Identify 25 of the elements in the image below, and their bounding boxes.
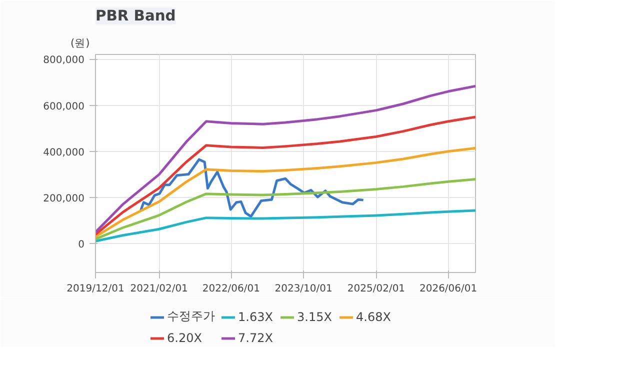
x-tick-label: 2019/12/01	[66, 284, 124, 294]
y-axis-title: (원)	[70, 36, 90, 50]
line-series	[96, 116, 476, 236]
line-series	[96, 146, 476, 238]
x-tick-label: 2026/06/01	[419, 284, 478, 294]
legend-label: 수정주가	[167, 308, 215, 325]
line-series	[96, 84, 476, 234]
y-tick-label: 800,000	[43, 55, 85, 66]
y-tick-label: 400,000	[43, 147, 85, 158]
legend-label: 1.63X	[238, 310, 274, 324]
line-series	[96, 209, 476, 242]
line-series	[140, 158, 365, 218]
legend-label: 7.72X	[238, 331, 274, 345]
line-series	[96, 178, 476, 240]
legend-label: 6.20X	[167, 331, 203, 345]
legend-label: 3.15X	[297, 310, 333, 324]
y-tick-label: 0	[78, 240, 85, 251]
x-tick-label: 2023/10/01	[274, 284, 332, 294]
x-tick-label: 2021/02/01	[130, 284, 188, 294]
y-tick-label: 200,000	[43, 194, 85, 205]
legend-label: 4.68X	[356, 310, 392, 324]
x-tick-label: 2025/02/01	[347, 284, 406, 294]
x-tick-label: 2022/06/01	[202, 284, 260, 294]
chart-title: PBR Band	[96, 8, 176, 24]
y-tick-label: 600,000	[43, 101, 85, 112]
